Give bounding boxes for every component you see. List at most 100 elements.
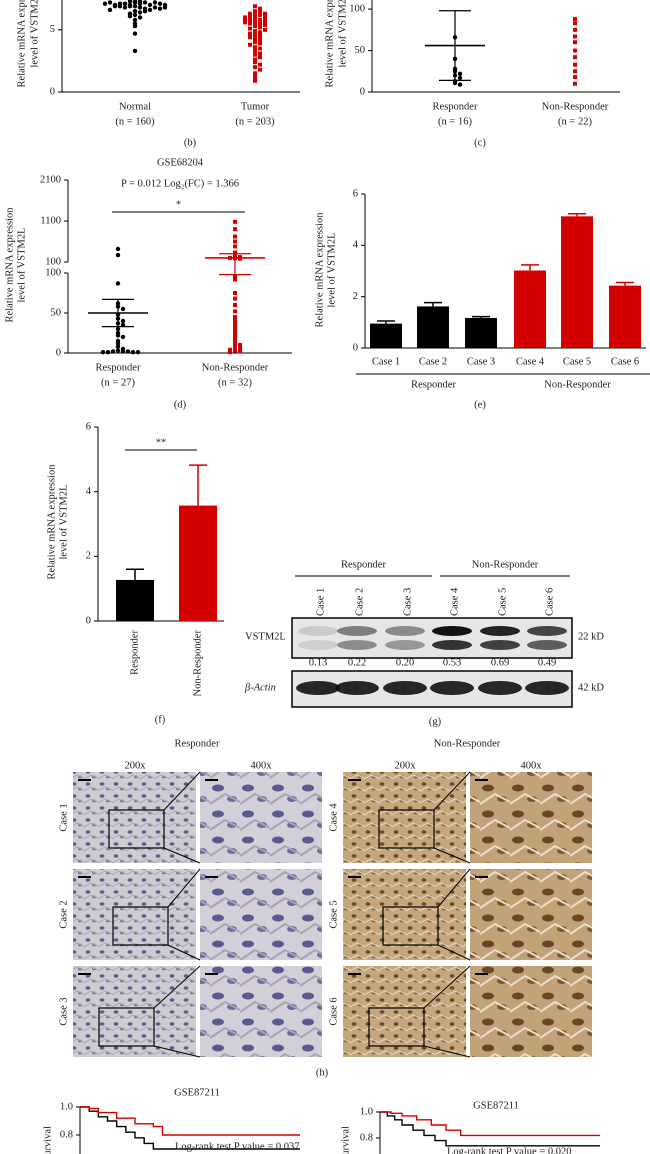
ratio-label: 0.13 bbox=[309, 657, 327, 668]
bar bbox=[417, 306, 449, 348]
ratio-label: 0.49 bbox=[538, 657, 556, 668]
data-point bbox=[137, 10, 143, 15]
magnification-label: 200x bbox=[395, 760, 417, 771]
data-point bbox=[263, 11, 267, 16]
y-tick-label: 100 bbox=[349, 4, 365, 15]
data-point bbox=[233, 227, 237, 232]
x-tick-label: Responder bbox=[129, 630, 140, 675]
y-tick-label: 0 bbox=[86, 615, 91, 626]
data-point bbox=[132, 23, 138, 29]
x-tick-note: (n = 203) bbox=[235, 116, 275, 127]
y-tick-label: 100 bbox=[45, 256, 61, 267]
y-tick-label: 1.0 bbox=[60, 1101, 73, 1112]
data-point bbox=[253, 75, 257, 80]
zoom-line bbox=[163, 847, 201, 864]
data-point bbox=[100, 350, 106, 355]
case-label: Case 2 bbox=[58, 900, 69, 928]
data-point bbox=[122, 1, 128, 6]
data-point bbox=[263, 22, 267, 27]
y-tick-label: 0.8 bbox=[360, 1132, 373, 1143]
y-axis-label: level of VSTM2L bbox=[58, 484, 69, 559]
ratio-label: 0.69 bbox=[491, 657, 509, 668]
data-point bbox=[258, 51, 262, 56]
ihc-group-title: Non-Responder bbox=[434, 738, 501, 749]
data-point bbox=[253, 32, 257, 37]
data-point bbox=[233, 244, 237, 249]
data-point bbox=[253, 65, 257, 70]
data-point bbox=[233, 219, 237, 224]
data-point bbox=[253, 9, 257, 14]
data-point bbox=[115, 252, 121, 258]
blot-group-label: Non-Responder bbox=[472, 559, 539, 570]
data-point bbox=[233, 331, 237, 335]
data-point bbox=[162, 5, 168, 10]
data-point bbox=[457, 75, 463, 81]
data-point bbox=[233, 303, 237, 307]
data-point bbox=[142, 0, 148, 5]
panel-label: (e) bbox=[474, 399, 486, 410]
blot-band bbox=[298, 640, 338, 650]
significance-label: * bbox=[176, 199, 181, 210]
case-label: Case 3 bbox=[58, 997, 69, 1025]
ihc-image bbox=[200, 869, 322, 960]
data-point bbox=[107, 0, 113, 5]
size-label: 22 kD bbox=[578, 631, 604, 642]
x-tick-label: Non-Responder bbox=[202, 362, 269, 373]
x-tick-label: Case 3 bbox=[467, 356, 495, 367]
group-label: Non-Responder bbox=[544, 379, 611, 390]
magnification-label: 400x bbox=[521, 760, 543, 771]
chart-title: GSE87211 bbox=[473, 1100, 519, 1111]
data-point bbox=[258, 55, 262, 60]
data-point bbox=[132, 12, 138, 18]
data-point bbox=[137, 5, 143, 10]
y-tick-label: 0 bbox=[353, 342, 358, 353]
data-point bbox=[228, 350, 232, 355]
zoom-line bbox=[167, 868, 201, 908]
data-point bbox=[125, 349, 131, 354]
data-point bbox=[132, 48, 138, 54]
data-point bbox=[258, 25, 262, 30]
data-point bbox=[233, 277, 237, 282]
zoom-line bbox=[433, 771, 471, 811]
data-point bbox=[107, 7, 113, 13]
data-point bbox=[130, 350, 136, 355]
ihc-image bbox=[73, 772, 196, 863]
data-point bbox=[573, 40, 577, 45]
y-tick-label: 2 bbox=[353, 291, 358, 302]
data-point bbox=[253, 60, 257, 65]
data-point bbox=[132, 17, 138, 23]
bar bbox=[179, 505, 217, 621]
annotation: Log-rank test P value = 0.020 bbox=[447, 1146, 572, 1154]
ihc-image bbox=[73, 869, 196, 960]
data-point bbox=[233, 341, 237, 346]
case-label: Case 4 bbox=[328, 803, 339, 832]
survival-curve bbox=[80, 1106, 300, 1150]
data-point bbox=[102, 1, 108, 6]
zoom-line bbox=[153, 965, 201, 1009]
data-point bbox=[115, 348, 121, 353]
x-tick-label: Responder bbox=[96, 362, 141, 373]
data-point bbox=[253, 29, 257, 34]
data-point bbox=[452, 80, 458, 86]
data-point bbox=[573, 17, 577, 22]
bar bbox=[465, 317, 497, 348]
ihc-image bbox=[343, 966, 466, 1057]
data-point bbox=[147, 2, 153, 8]
data-point bbox=[233, 296, 237, 301]
ihc-image bbox=[470, 966, 592, 1057]
data-point bbox=[122, 5, 128, 10]
y-tick-label: 1.0 bbox=[360, 1106, 373, 1117]
y-tick-label: 4 bbox=[353, 240, 359, 251]
data-point bbox=[233, 335, 237, 339]
size-label: 42 kD bbox=[578, 682, 604, 693]
data-point bbox=[573, 75, 577, 80]
data-point bbox=[157, 6, 163, 11]
data-point bbox=[253, 57, 257, 62]
case-label: Case 6 bbox=[328, 997, 339, 1025]
data-point bbox=[258, 12, 262, 17]
data-point bbox=[253, 40, 257, 45]
data-point bbox=[263, 27, 267, 32]
y-axis-label: Relative mRNA expression bbox=[4, 207, 15, 323]
ratio-label: 0.20 bbox=[396, 657, 414, 668]
data-point bbox=[238, 347, 242, 351]
